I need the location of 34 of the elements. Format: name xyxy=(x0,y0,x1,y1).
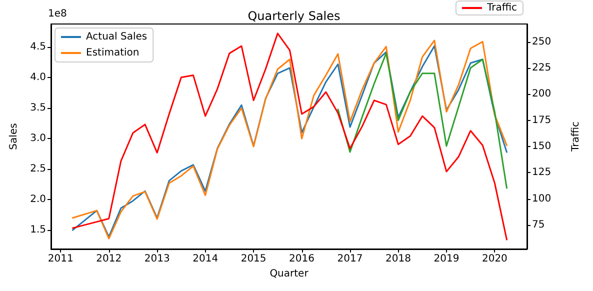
x-tick-label: 2015 xyxy=(240,254,266,264)
chart-title: Quarterly Sales xyxy=(248,9,340,23)
x-tick-label: 2017 xyxy=(337,254,363,264)
y-tick-label: 3.0 xyxy=(30,133,46,144)
legend-label: Actual Sales xyxy=(86,32,148,42)
line-series xyxy=(337,52,508,189)
x-tick-label: 2011 xyxy=(48,254,74,264)
y-tick-label: 4.5 xyxy=(30,42,46,53)
y2-tick-label: 75 xyxy=(532,219,545,230)
y2-tick-label: 225 xyxy=(532,62,552,74)
legend-label: Estimation xyxy=(86,48,140,58)
x-tick-label: 2016 xyxy=(289,254,315,264)
y2-tick-label: 200 xyxy=(532,88,552,100)
x-tick-label: 2013 xyxy=(144,254,170,264)
x-tick-label: 2020 xyxy=(482,254,508,264)
y-tick-label: 3.5 xyxy=(30,102,46,114)
y-tick-label: 1.5 xyxy=(30,224,46,236)
text: 1e8 xyxy=(48,8,67,20)
x-axis-title: Quarter xyxy=(270,268,310,280)
y-tick-label: 2.5 xyxy=(30,164,46,175)
y2-tick-label: 175 xyxy=(532,114,552,126)
y2-axis-title: Traffic xyxy=(570,121,582,153)
y-tick-label: 4.0 xyxy=(30,72,46,84)
x-tick-label: 2019 xyxy=(434,254,460,264)
y-axis-title: Sales xyxy=(8,123,20,150)
x-tick-label: 2014 xyxy=(192,254,218,264)
y2-tick-label: 250 xyxy=(532,36,552,48)
legend-label: Traffic xyxy=(486,2,518,14)
x-tick-label: 2018 xyxy=(386,254,411,264)
x-tick-label: 2012 xyxy=(96,254,122,264)
y-tick-label: 2.0 xyxy=(30,194,46,206)
y2-tick-label: 100 xyxy=(532,193,552,204)
y2-tick-label: 150 xyxy=(532,140,552,152)
y2-tick-label: 125 xyxy=(532,167,552,178)
